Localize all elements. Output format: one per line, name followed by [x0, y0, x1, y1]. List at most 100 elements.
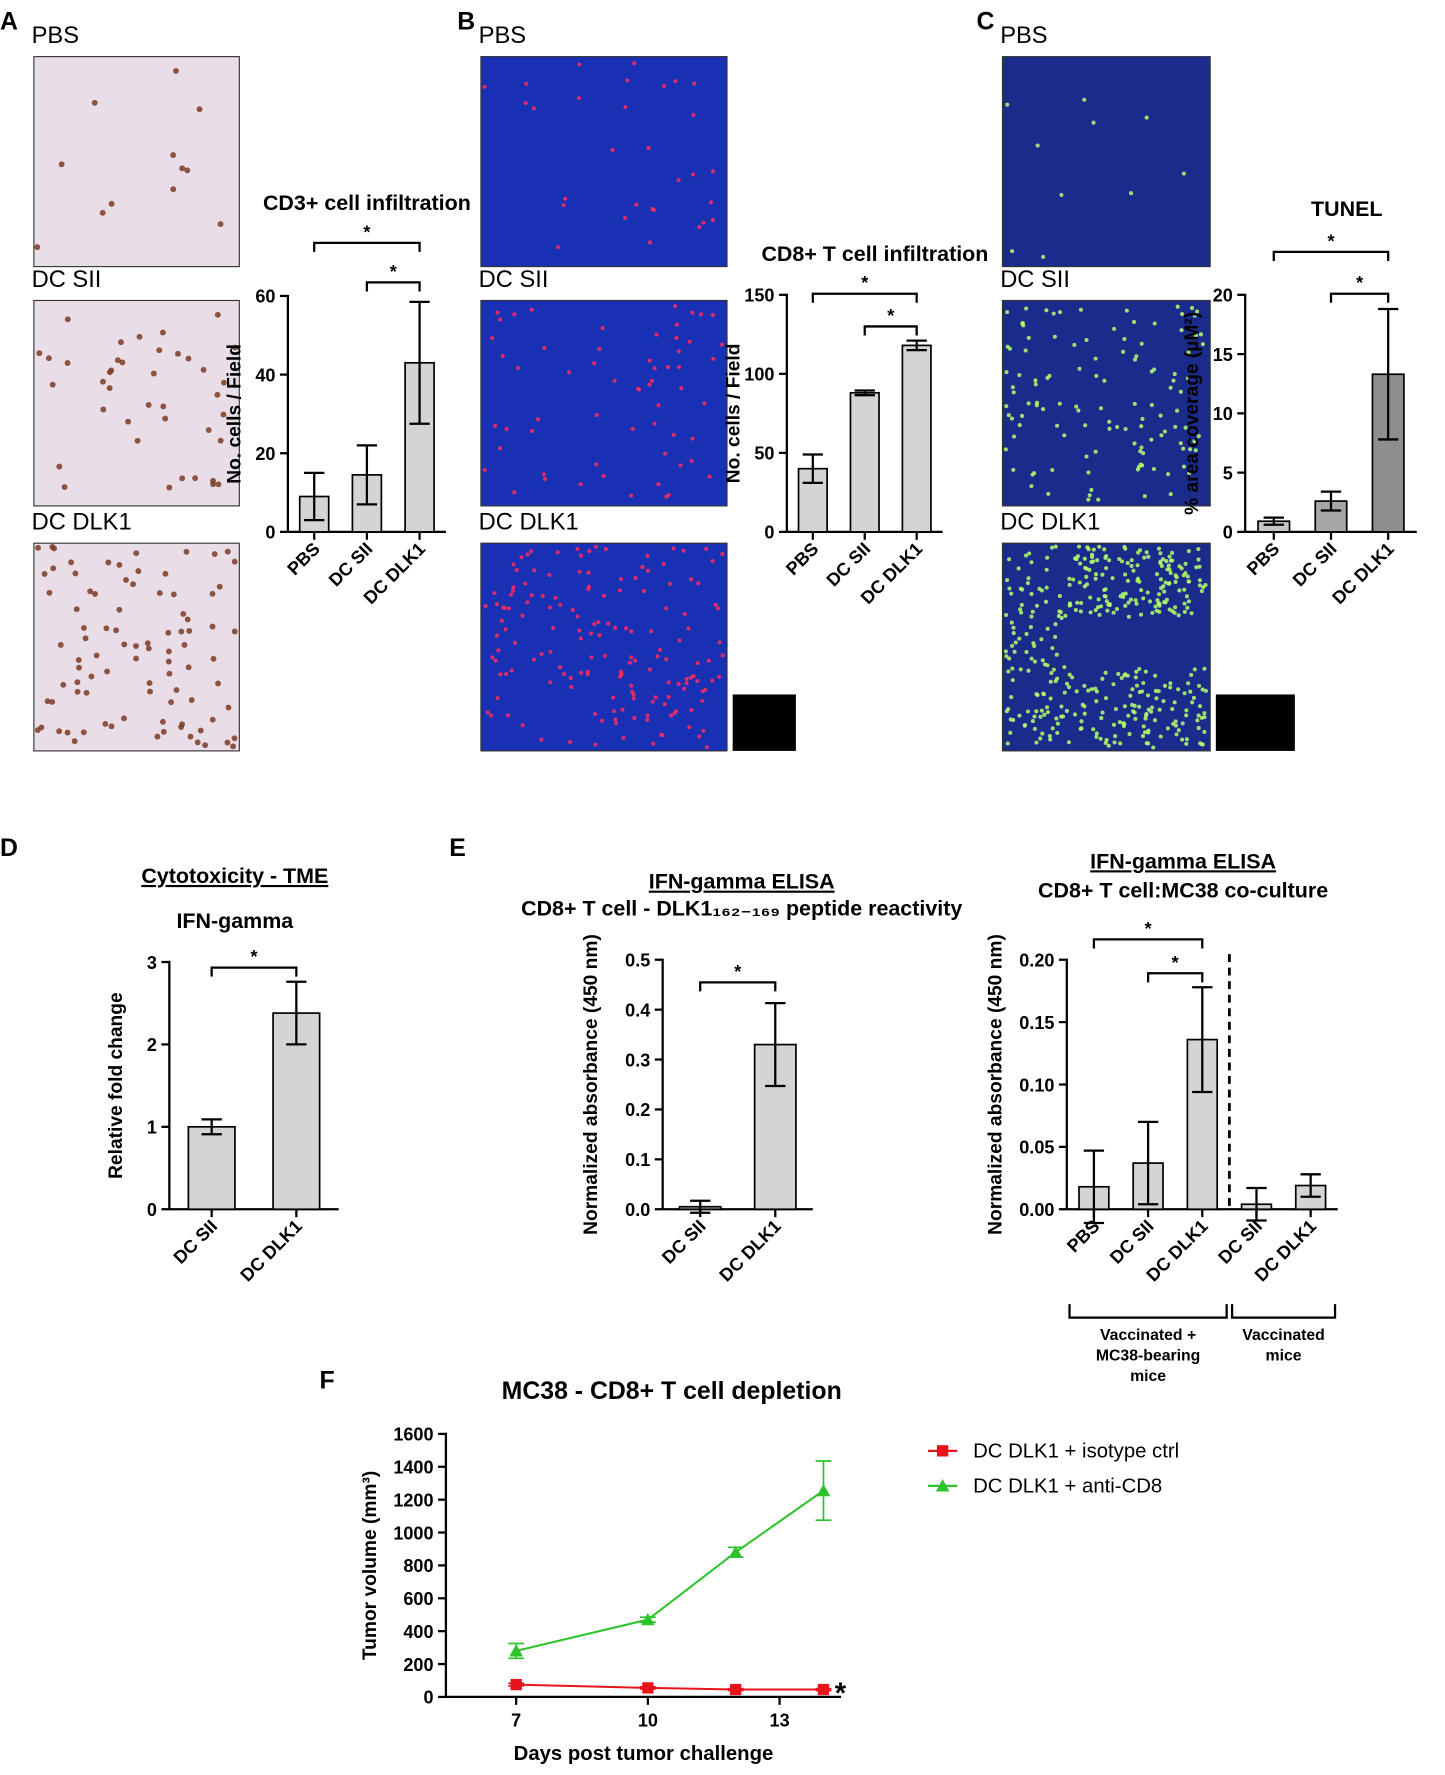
cell-dot — [548, 649, 553, 654]
y-tick-label: 3 — [147, 953, 157, 973]
y-tick-label: 0.5 — [625, 951, 650, 971]
cell-dot — [57, 641, 64, 648]
cell-dot — [1050, 646, 1055, 651]
group-bracket — [1068, 1304, 1228, 1319]
cell-dot — [1011, 434, 1017, 439]
cell-dot — [646, 568, 651, 573]
cell-dot — [1055, 721, 1060, 726]
cell-dot — [1013, 640, 1018, 645]
cell-dot — [1111, 610, 1116, 615]
cell-dot — [147, 688, 153, 695]
micrograph-texture — [1003, 544, 1208, 750]
cell-dot — [1098, 736, 1103, 741]
cell-dot — [703, 687, 708, 692]
cell-dot — [1116, 671, 1121, 676]
significance-label: * — [1172, 953, 1179, 973]
x-tick-label: DC DLK1 — [236, 1216, 305, 1285]
cell-dot — [1070, 675, 1075, 680]
cell-dot — [1128, 191, 1134, 196]
cell-dot — [1084, 454, 1089, 459]
cell-dot — [498, 317, 503, 322]
cell-dot — [1184, 737, 1189, 742]
cell-dot — [1168, 685, 1173, 690]
cell-dot — [509, 668, 514, 673]
cell-dot — [593, 544, 598, 549]
cell-dot — [92, 591, 98, 597]
error-bar — [765, 1002, 786, 1088]
cell-dot — [620, 707, 625, 712]
cell-dot — [105, 559, 112, 566]
cell-dot — [166, 670, 173, 677]
cell-dot — [1049, 670, 1054, 676]
cell-dot — [60, 681, 67, 688]
cell-dot — [1117, 720, 1122, 725]
cell-dot — [1050, 468, 1055, 473]
cell-dot — [230, 743, 236, 750]
cell-dot — [701, 220, 706, 225]
cell-dot — [1103, 555, 1108, 560]
cell-dot — [504, 426, 509, 431]
cell-dot — [1074, 557, 1079, 562]
cell-dot — [711, 356, 716, 361]
cell-dot — [1139, 424, 1144, 429]
cell-dot — [567, 370, 572, 375]
micrograph-texture — [483, 544, 725, 750]
cell-dot — [1173, 723, 1179, 728]
micrograph — [33, 56, 240, 268]
bar — [1314, 500, 1348, 533]
cell-dot — [596, 620, 601, 625]
cell-dot — [1026, 668, 1031, 673]
cell-dot — [682, 612, 687, 617]
cell-dot — [542, 346, 547, 351]
error-bar — [1320, 490, 1342, 512]
x-tick-label: DC SII — [658, 1216, 710, 1268]
cell-dot — [1078, 609, 1083, 614]
cell-dot — [1023, 553, 1028, 558]
cell-dot — [673, 79, 678, 84]
y-tick-label: 0.0 — [625, 1200, 650, 1220]
cell-dot — [1188, 689, 1193, 694]
cell-dot — [1141, 596, 1146, 601]
x-tick-label: PBS — [283, 539, 323, 579]
cell-dot — [1151, 466, 1156, 472]
cell-dot — [156, 590, 163, 596]
cell-dot — [1011, 631, 1016, 636]
cell-dot — [217, 221, 224, 228]
cell-dot — [1189, 305, 1195, 310]
cell-dot — [1098, 406, 1104, 411]
cell-dot — [629, 683, 634, 688]
cell-dot — [510, 589, 515, 594]
cell-dot — [1133, 716, 1138, 721]
cell-dot — [684, 676, 689, 681]
cell-dot — [1151, 745, 1156, 750]
cell-dot — [717, 674, 722, 679]
x-tick-label: DC SII — [170, 1216, 222, 1268]
error-bar — [906, 339, 927, 352]
cell-dot — [594, 412, 599, 418]
cell-dot — [1158, 413, 1163, 418]
cell-dot — [1187, 471, 1192, 476]
cell-dot — [1179, 566, 1184, 571]
cell-dot — [1133, 598, 1138, 603]
cell-dot — [561, 203, 566, 208]
legend-marker — [935, 1479, 950, 1492]
cell-dot — [1120, 559, 1125, 564]
cell-dot — [123, 577, 129, 583]
cell-dot — [1129, 558, 1134, 563]
cell-dot — [659, 732, 664, 737]
stain-legend-label: TUNEL — [1227, 728, 1283, 747]
cell-dot — [64, 729, 71, 736]
cell-dot — [612, 378, 617, 383]
cell-dot — [686, 626, 691, 631]
cell-dot — [697, 734, 702, 739]
cell-dot — [1192, 313, 1197, 318]
cell-dot — [183, 548, 190, 555]
cell-dot — [1135, 563, 1140, 568]
cell-dot — [557, 665, 563, 670]
cell-dot — [494, 602, 499, 607]
cell-dot — [1017, 423, 1022, 428]
cell-dot — [668, 581, 673, 586]
cell-dot — [1102, 378, 1107, 383]
cell-dot — [197, 727, 204, 734]
cell-dot — [715, 606, 720, 611]
